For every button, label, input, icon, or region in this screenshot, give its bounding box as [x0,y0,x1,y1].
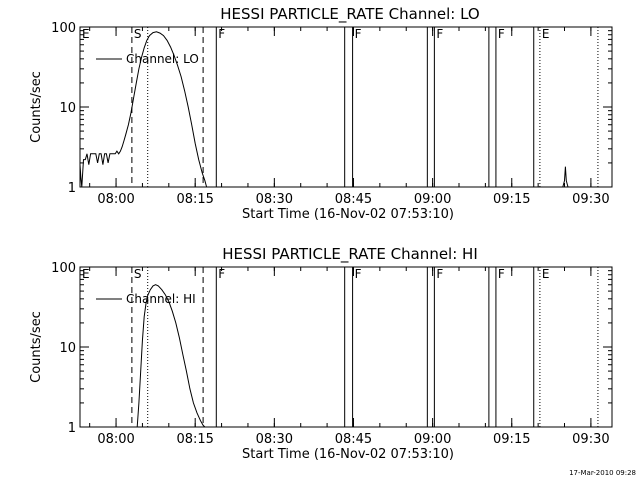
series-line-2 [562,166,569,188]
marker-label: F [218,267,225,281]
x-tick-label: 08:15 [176,432,213,447]
plot-frame [79,26,613,188]
marker-label: F [218,27,225,41]
x-axis-label: Start Time (16-Nov-02 07:53:10) [242,447,454,462]
x-tick-label: 08:00 [97,432,134,447]
y-tick-label: 1 [68,181,76,196]
series-line-1 [136,284,206,428]
y-axis-label: Counts/sec [29,71,44,143]
x-tick-label: 08:45 [335,432,372,447]
chart-title: HESSI PARTICLE_RATE Channel: HI [222,245,478,264]
y-axis-label: Counts/sec [29,311,44,383]
y-tick-label: 10 [59,341,76,356]
x-tick-label: 08:30 [256,192,293,207]
x-tick-label: 09:00 [414,192,451,207]
marker-label: F [436,27,443,41]
legend-label: Channel: HI [126,292,196,306]
chart-panel-1: HESSI PARTICLE_RATE Channel: LO 1 10 100 Cou… [29,5,613,222]
x-tick-label: 09:15 [493,432,530,447]
y-tick-label: 100 [51,21,76,36]
x-tick-label: 08:15 [176,192,213,207]
x-tick-label: 09:30 [572,432,609,447]
y-tick-label: 100 [51,261,76,276]
marker-label: E [542,267,550,281]
marker-label: E [542,27,550,41]
marker-label: F [355,267,362,281]
legend-label: Channel: LO [126,52,199,66]
footer-timestamp: 17-Mar-2010 09:28 [569,469,636,477]
marker-label: F [436,267,443,281]
x-tick-label: 09:15 [493,192,530,207]
marker-label: S [134,27,142,41]
x-tick-label: 09:00 [414,432,451,447]
x-tick-label: 09:30 [572,192,609,207]
y-tick-label: 1 [68,421,76,436]
marker-label: S [134,267,142,281]
chart-panel-2: HESSI PARTICLE_RATE Channel: HI 1 10 100 Cou… [29,245,613,462]
x-tick-label: 08:30 [256,432,293,447]
x-tick-label: 08:45 [335,192,372,207]
chart-title: HESSI PARTICLE_RATE Channel: LO [220,5,479,24]
marker-label: F [355,27,362,41]
y-tick-label: 10 [59,101,76,116]
marker-label: E [82,267,90,281]
marker-label: F [498,267,505,281]
x-tick-label: 08:00 [97,192,134,207]
marker-label: E [82,27,90,41]
x-axis-label: Start Time (16-Nov-02 07:53:10) [242,207,454,222]
plot-frame [79,266,613,428]
series-line-1 [79,31,208,188]
marker-label: F [498,27,505,41]
